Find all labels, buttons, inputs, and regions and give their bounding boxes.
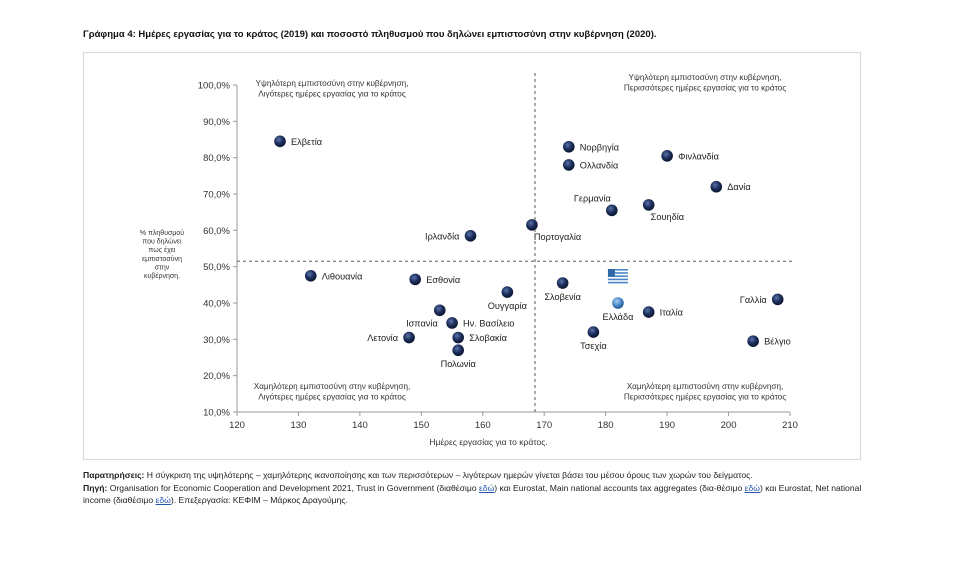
- remarks-label: Παρατηρήσεις:: [83, 470, 145, 480]
- data-point-label: Ιταλία: [660, 308, 684, 318]
- x-tick-label: 200: [721, 420, 737, 431]
- remarks-paragraph: Παρατηρήσεις: Η σύγκριση της υψηλότερης …: [83, 469, 873, 482]
- x-tick-label: 190: [659, 420, 675, 431]
- y-axis-label-line: στην: [155, 264, 170, 271]
- data-point-label: Δανία: [727, 182, 751, 192]
- figure-title: Γράφημα 4: Ημέρες εργασίας για το κράτος…: [83, 29, 657, 40]
- quadrant-label-bottom-left: Λιγότερες ημέρες εργασίας για το κράτος: [258, 393, 406, 402]
- data-point: [710, 180, 723, 193]
- x-tick-label: 150: [413, 420, 429, 431]
- data-point-label: Ην. Βασίλειο: [463, 318, 514, 328]
- y-tick-label: 60,0%: [203, 226, 230, 237]
- data-point-label: Πορτογαλία: [534, 232, 582, 242]
- data-point-label: Λιθουανία: [322, 271, 363, 281]
- y-axis-label-line: που δηλώνει: [142, 238, 182, 246]
- data-point-label: Ελβετία: [291, 137, 323, 147]
- y-tick-label: 20,0%: [203, 371, 230, 382]
- x-axis-label: Ημέρες εργασίας για το κράτος.: [429, 437, 547, 447]
- data-point-label: Σλοβακία: [469, 333, 507, 343]
- source-text-2: ) και Eurostat, Main national accounts t…: [494, 482, 745, 493]
- y-tick-label: 50,0%: [203, 262, 230, 273]
- data-point-label: Λετονία: [367, 333, 398, 343]
- data-point-label: Ιρλανδία: [425, 231, 460, 241]
- data-point-label: Γερμανία: [574, 193, 612, 203]
- data-point: [556, 277, 569, 289]
- source-link-3[interactable]: εδώ: [155, 495, 171, 505]
- x-tick-label: 180: [598, 420, 614, 431]
- data-point: [606, 204, 618, 217]
- data-point: [642, 306, 655, 318]
- remarks-text: Η σύγκριση της υψηλότερης – χαμηλότερης …: [144, 470, 753, 480]
- y-axis-label-line: εμπιστοσύνη: [142, 255, 182, 263]
- data-point: [464, 229, 477, 242]
- data-point-label: Ολλανδία: [580, 160, 619, 170]
- y-tick-label: 80,0%: [203, 153, 230, 164]
- scatter-chart: 120 130 140 150 160 170 180 190 200 210 10,0% 20,0%…: [140, 73, 798, 447]
- data-point: [526, 219, 538, 231]
- source-text-4: ). Επεξεργασία: ΚΕΦΙΜ – Μάρκος Δραγούμης…: [170, 495, 348, 505]
- data-point: [563, 159, 575, 171]
- data-point-label: Πολωνία: [441, 359, 477, 369]
- data-point: [403, 331, 415, 344]
- y-axis-label-line: κυβέρνηση.: [144, 272, 180, 280]
- data-point: [274, 135, 286, 148]
- source-label: Πηγή:: [83, 482, 108, 493]
- data-point-label: Ισπανία: [406, 318, 438, 328]
- quadrant-label-bottom-right: Περισσότερες ημέρες εργασίας για το κράτ…: [624, 393, 786, 402]
- data-point-label: Τσεχία: [580, 341, 607, 351]
- data-point: [587, 326, 600, 338]
- x-tick-label: 140: [352, 420, 368, 431]
- data-point: [642, 199, 655, 211]
- data-point-label: Νορβηγία: [580, 142, 620, 152]
- data-point: [563, 140, 575, 153]
- quadrant-label-top-left: Υψηλότερη εμπιστοσύνη στην κυβέρνηση,: [256, 79, 409, 88]
- data-point: [446, 317, 458, 329]
- quadrant-label-top-right: Υψηλότερη εμπιστοσύνη στην κυβέρνηση,: [629, 73, 782, 82]
- y-tick-label: 100,0%: [198, 81, 231, 92]
- y-tick-label: 70,0%: [203, 190, 230, 201]
- quadrant-label-top-right: Περισσότερες ημέρες εργασίας για το κράτ…: [624, 84, 786, 93]
- data-point: [452, 344, 465, 357]
- source-paragraph: Πηγή: Organisation for Economic Cooperat…: [83, 482, 873, 507]
- quadrant-label-bottom-right: Χαμηλότερη εμπιστοσύνη στην κυβέρνηση,: [627, 382, 784, 391]
- y-axis-label-line: πως έχει: [149, 246, 176, 254]
- greece-flag-icon: [607, 269, 628, 284]
- x-tick-label: 130: [291, 420, 307, 431]
- data-point-label: Εσθονία: [426, 275, 461, 285]
- y-tick-label: 90,0%: [203, 117, 230, 128]
- data-point-label: Ελλάδα: [602, 312, 634, 322]
- quadrant-label-bottom-left: Χαμηλότερη εμπιστοσύνη στην κυβέρνηση,: [254, 382, 411, 391]
- source-text-1: Organisation for Economic Cooperation an…: [107, 482, 479, 493]
- data-point-label: Φινλανδία: [678, 151, 719, 161]
- y-tick-label: 10,0%: [203, 408, 230, 419]
- data-point-label: Γαλλία: [740, 295, 768, 305]
- data-point: [501, 286, 514, 298]
- y-tick-label: 30,0%: [203, 335, 230, 346]
- figure-notes: Παρατηρήσεις: Η σύγκριση της υψηλότερης …: [83, 469, 873, 507]
- data-point: [771, 293, 784, 306]
- data-point: [661, 150, 673, 162]
- data-point: [433, 304, 446, 317]
- data-point: [409, 273, 421, 286]
- data-point: [452, 331, 465, 344]
- y-tick-label: 40,0%: [203, 299, 230, 310]
- data-point-label: Σουηδία: [651, 212, 685, 222]
- chart-frame: [83, 52, 861, 460]
- x-tick-label: 210: [782, 420, 798, 431]
- data-point: [612, 297, 624, 309]
- data-point: [747, 335, 759, 347]
- source-link-2[interactable]: εδώ: [744, 482, 760, 493]
- data-point-label: Σλοβενία: [544, 292, 581, 302]
- x-tick-label: 160: [475, 420, 491, 431]
- source-text-3: ) και Eurostat, Net national income (δια…: [83, 482, 862, 506]
- data-point-label: Βέλγιο: [764, 337, 791, 347]
- source-link-1[interactable]: εδώ: [478, 482, 495, 493]
- x-tick-label: 120: [229, 420, 245, 431]
- data-point-label: Ουγγαρία: [488, 301, 528, 311]
- quadrant-label-top-left: Λιγότερες ημέρες εργασίας για το κράτος: [258, 90, 406, 99]
- data-point: [304, 269, 317, 282]
- y-axis-label-line: % πληθυσμού: [140, 229, 184, 237]
- x-tick-label: 170: [536, 420, 552, 431]
